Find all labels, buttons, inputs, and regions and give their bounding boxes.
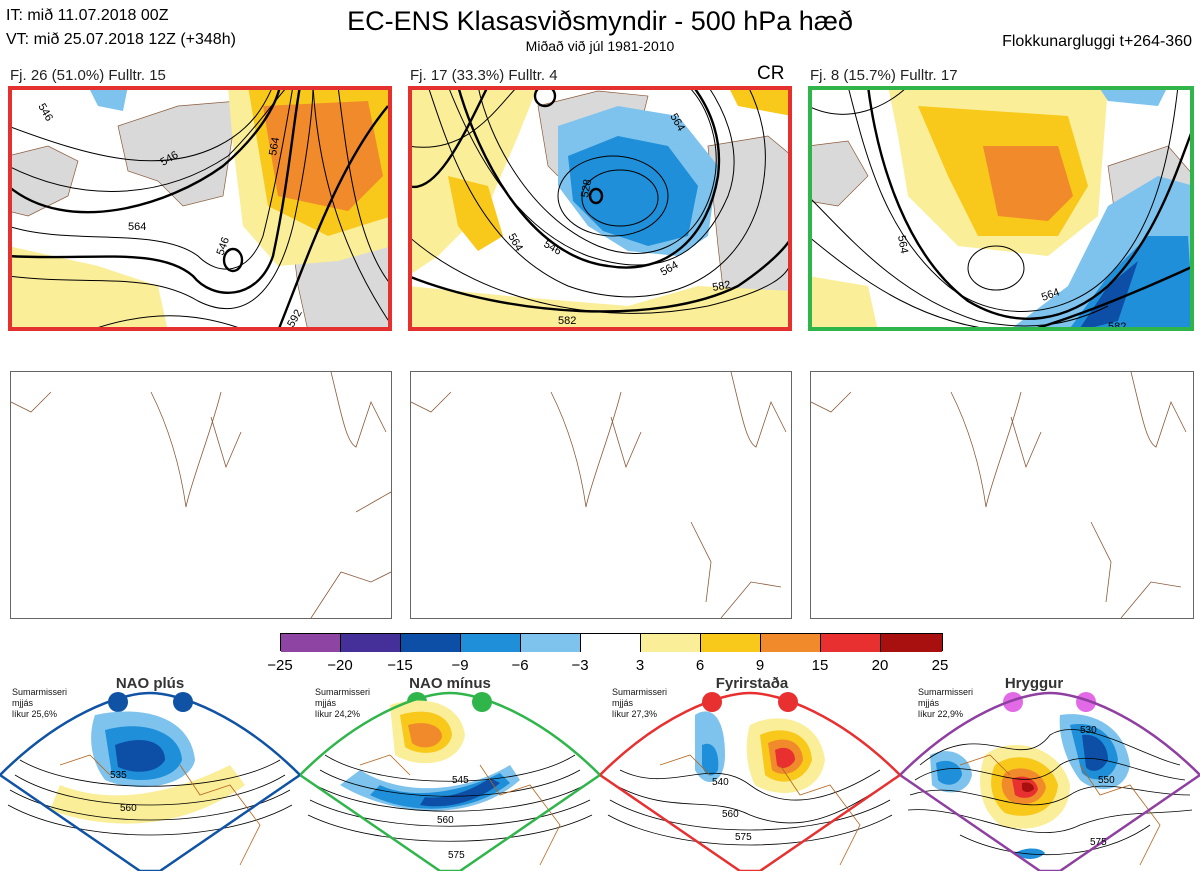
regime-4-contour-label: 575 [1090, 837, 1107, 848]
regime-2-months: mjjás [315, 698, 337, 708]
regime-1-season: Sumarmisseri [12, 687, 68, 697]
regime-1-months: mjjás [12, 698, 34, 708]
regime-2-contour-label: 560 [437, 815, 454, 826]
regime-4-probability: líkur 22,9% [918, 709, 964, 719]
regime-4-name: Hryggur [1004, 675, 1064, 692]
panel-3-contour-label: 564 [1040, 286, 1061, 304]
cluster-map-1-svg: 546 564 546 564 592 546 [8, 86, 392, 331]
colorbar-cell [701, 634, 761, 652]
panel-2-contour-label: 528 [579, 178, 594, 198]
regime-nao-minus: Sumarmisseri mjjás líkur 24,2% NAO mínus… [300, 675, 600, 871]
regime-2-season: Sumarmisseri [315, 687, 371, 697]
regime-4-season: Sumarmisseri [918, 687, 974, 697]
colorbar-ticks: −25 −20 −15 −9 −6 −3 3 6 9 15 20 25 [267, 633, 948, 679]
panel-3-label: Fj. 8 (15.7%) Fulltr. 17 [810, 67, 958, 84]
regime-3-probability: líkur 27,3% [612, 709, 658, 719]
empty-map-2-svg [411, 372, 787, 618]
regime-1-probability: líkur 25,6% [12, 709, 58, 719]
regime-2-contour-label: 575 [448, 850, 465, 861]
panel-2-label: Fj. 17 (33.3%) Fulltr. 4 [410, 67, 558, 84]
colorbar-tick: 20 [871, 657, 889, 674]
colorbar-cell [881, 634, 942, 652]
colorbar-tick: −3 [571, 657, 589, 674]
regime-4-map: 530 550 575 [900, 691, 1200, 871]
page-title: EC-ENS Klasasviðsmyndir - 500 hPa hæð [347, 6, 853, 36]
panel-1-label: Fj. 26 (51.0%) Fulltr. 15 [10, 67, 166, 84]
colorbar-tick: 6 [695, 657, 705, 674]
regime-nao-plus: Sumarmisseri mjjás líkur 25,6% NAO plús … [0, 675, 300, 871]
regime-2-map: 545 560 575 [300, 691, 600, 871]
empty-map-3-svg [811, 372, 1187, 618]
colorbar-tick: 15 [811, 657, 829, 674]
panel-1-contour-label: 564 [128, 221, 146, 233]
colorbar [280, 633, 943, 652]
valid-time: VT: mið 25.07.2018 12Z (+348h) [6, 31, 236, 48]
classification-window: Flokkunargluggi t+264-360 [1002, 33, 1192, 50]
panel-3-contour-label: 582 [1108, 321, 1126, 331]
regime-3-months: mjjás [612, 698, 634, 708]
colorbar-tick: 25 [931, 657, 949, 674]
regime-1-map: 535 560 [0, 691, 300, 871]
colorbar-cell [761, 634, 821, 652]
colorbar-tick: −6 [511, 657, 529, 674]
colorbar-tick: 3 [635, 657, 645, 674]
regime-1-name: NAO plús [115, 675, 185, 692]
panel-2-contour-label: 582 [558, 315, 576, 327]
colorbar-tick: −25 [267, 657, 293, 674]
panel-2-tag: CR [757, 63, 785, 84]
colorbar-cell [641, 634, 701, 652]
cluster-map-2-svg: 528 546 564 582 564 582 564 [408, 86, 792, 331]
colorbar-cell [341, 634, 401, 652]
panel-2-contour-label: 582 [711, 279, 731, 294]
panel-1-contour-label: 564 [267, 136, 282, 156]
colorbar-tick: −9 [451, 657, 469, 674]
panel-3-contour-label: 564 [895, 234, 910, 254]
initial-time: IT: mið 11.07.2018 00Z [6, 7, 169, 24]
regime-4-contour-label: 550 [1098, 775, 1115, 786]
colorbar-cell [821, 634, 881, 652]
regime-3-contour-label: 540 [712, 777, 729, 788]
regime-2-probability: líkur 24,2% [315, 709, 361, 719]
cluster-map-1: 546 564 546 564 592 546 [8, 86, 392, 331]
regime-2-contour-label: 545 [452, 775, 469, 786]
panel-1-contour-label: 546 [215, 236, 233, 257]
cluster-map-3-svg: 564 564 582 [808, 86, 1194, 331]
empty-map-1-svg [11, 372, 391, 618]
empty-map-3 [810, 371, 1194, 619]
regime-3-name: Fyrirstaða [715, 675, 789, 692]
colorbar-tick: −15 [387, 657, 413, 674]
page-subtitle: Miðað við júl 1981-2010 [525, 38, 675, 54]
cluster-map-1-border [8, 86, 392, 331]
regime-3-contour-label: 560 [722, 809, 739, 820]
colorbar-cell [401, 634, 461, 652]
regime-3-contour-label: 575 [735, 832, 752, 843]
cluster-map-2-border [408, 86, 792, 331]
regime-3-map: 540 560 575 [600, 691, 900, 871]
regime-ridge: Sumarmisseri mjjás líkur 22,9% Hryggur 5… [900, 675, 1200, 871]
regime-3-season: Sumarmisseri [612, 687, 668, 697]
colorbar-cell [461, 634, 521, 652]
regime-4-contour-label: 530 [1080, 725, 1097, 736]
colorbar-tick: −20 [327, 657, 353, 674]
regime-1-contour-label: 560 [120, 803, 137, 814]
cluster-map-3: 564 564 582 [808, 86, 1194, 331]
colorbar-cell [521, 634, 581, 652]
colorbar-cell [581, 634, 641, 652]
regime-2-name: NAO mínus [409, 675, 491, 692]
colorbar-cell [281, 634, 341, 652]
cluster-map-3-border [808, 86, 1194, 331]
regime-1-contour-label: 535 [110, 770, 127, 781]
empty-map-2 [410, 371, 792, 619]
regime-blocking: Sumarmisseri mjjás líkur 27,3% Fyrirstað… [600, 675, 900, 871]
cluster-map-2: 528 546 564 582 564 582 564 [408, 86, 792, 331]
colorbar-tick: 9 [755, 657, 765, 674]
regime-4-months: mjjás [918, 698, 940, 708]
empty-map-1 [10, 371, 392, 619]
